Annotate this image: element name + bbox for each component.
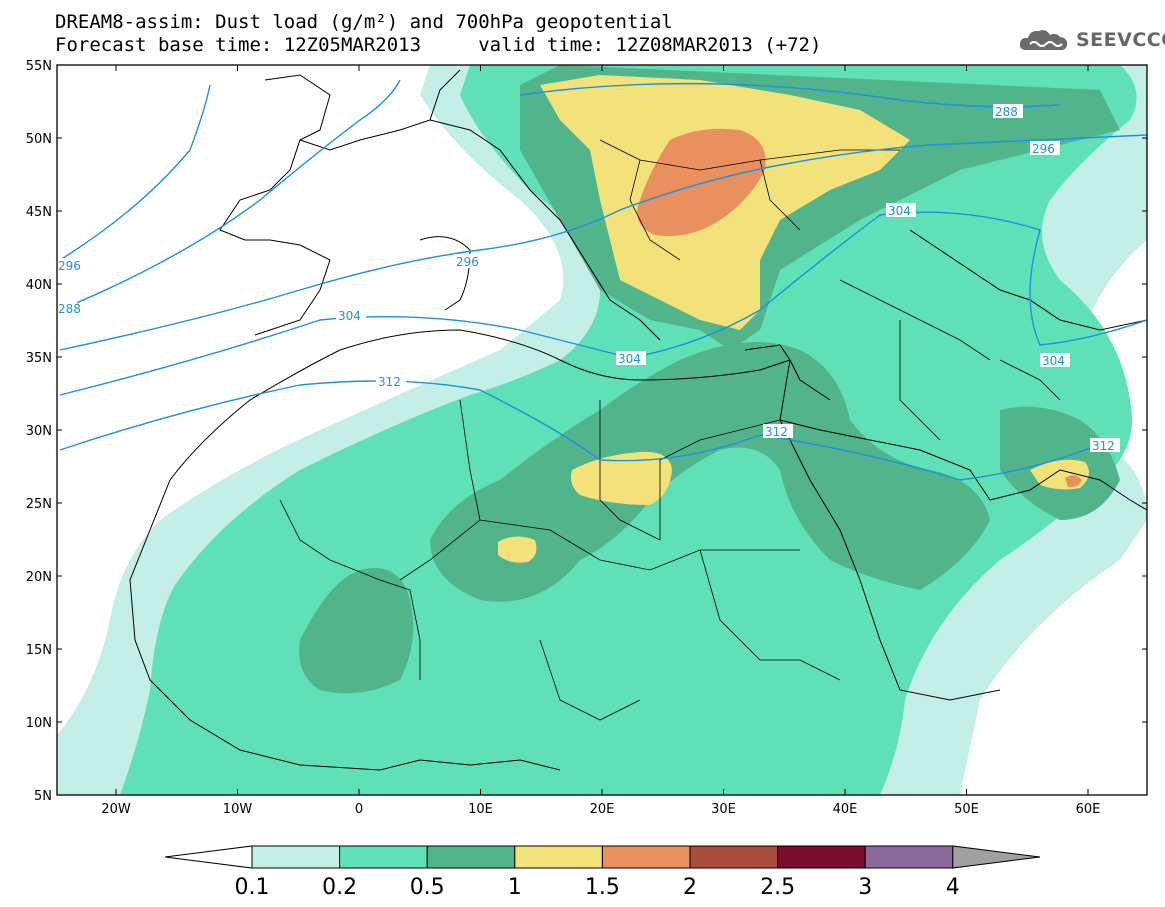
lat-label: 45N [26, 205, 52, 220]
dust-shading-1.5 [637, 128, 1082, 488]
colorbar-swatch [339, 845, 428, 869]
contour-label: 312 [378, 375, 401, 389]
colorbar-swatch [601, 845, 691, 869]
lon-label: 50E [954, 802, 979, 817]
lon-label: 20W [101, 802, 131, 817]
contour-label: 304 [888, 204, 911, 218]
colorbar-label: 2.5 [760, 875, 795, 900]
country-borders [279, 139, 1061, 721]
lon-label: 60E [1076, 802, 1101, 817]
logo: SEEVCCC [1018, 24, 1165, 56]
colorbar-swatch [689, 845, 779, 869]
colorbar-label: 1 [508, 875, 522, 900]
lat-label: 5N [34, 789, 52, 804]
colorbar-label: 2 [683, 875, 697, 900]
geopotential-contours [59, 79, 1147, 481]
contour-label: 288 [58, 302, 81, 316]
contour-label: 296 [1032, 142, 1055, 156]
lat-label: 15N [26, 643, 52, 658]
lon-label: 10W [223, 802, 253, 817]
longitude-axis: 20W 10W 0 10E 20E 30E 40E 50E 60E [101, 65, 1100, 817]
contour-label: 304 [618, 352, 641, 366]
contour-label: 312 [765, 425, 788, 439]
contour-label: 296 [456, 255, 479, 269]
colorbar-label: 1.5 [585, 875, 620, 900]
chart-subtitle: Forecast base time: 12Z05MAR2013 valid t… [55, 34, 822, 56]
lat-label: 30N [26, 424, 52, 439]
contour-label: 288 [995, 105, 1018, 119]
contour-label: 304 [1042, 354, 1065, 368]
lat-label: 20N [26, 570, 52, 585]
lat-label: 50N [26, 132, 52, 147]
colorbar-label: 0.2 [322, 875, 357, 900]
lat-label: 40N [26, 278, 52, 293]
colorbar-swatch [777, 845, 866, 869]
colorbar-swatch [426, 845, 516, 869]
colorbar-label: 0.1 [235, 875, 270, 900]
chart-title: DREAM8-assim: Dust load (g/m²) and 700hP… [55, 11, 673, 33]
lon-label: 10E [468, 802, 493, 817]
map-area: 288 296 304 312 296 304 312 312 304 288 … [57, 65, 1147, 795]
lat-label: 35N [26, 351, 52, 366]
colorbar-lower-arrow [164, 845, 253, 869]
lat-label: 55N [26, 59, 52, 74]
colorbar-label: 0.5 [410, 875, 445, 900]
lon-label: 40E [833, 802, 858, 817]
contour-label: 304 [338, 309, 361, 323]
colorbar-swatch [864, 845, 954, 869]
latitude-axis: 55N 50N 45N 40N 35N 30N 25N 20N 15N 10N 5N [26, 59, 1147, 804]
colorbar-label: 4 [946, 875, 960, 900]
colorbar-swatch [514, 845, 603, 869]
contour-labels: 288 296 304 312 296 304 312 312 304 288 … [57, 104, 1120, 453]
lat-label: 10N [26, 716, 52, 731]
lon-label: 20E [590, 802, 615, 817]
cloud-icon [1019, 30, 1068, 51]
contour-label: 312 [1092, 439, 1115, 453]
lon-label: 0 [355, 802, 363, 817]
colorbar-legend: 0.1 0.2 0.5 1 1.5 2 2.5 3 4 [164, 845, 1041, 900]
lat-label: 25N [26, 497, 52, 512]
logo-text: SEEVCCC [1076, 29, 1165, 51]
contour-label: 296 [58, 259, 81, 273]
lon-label: 30E [711, 802, 736, 817]
colorbar-upper-arrow [952, 845, 1041, 869]
colorbar-swatch [251, 845, 341, 869]
colorbar-label: 3 [858, 875, 872, 900]
